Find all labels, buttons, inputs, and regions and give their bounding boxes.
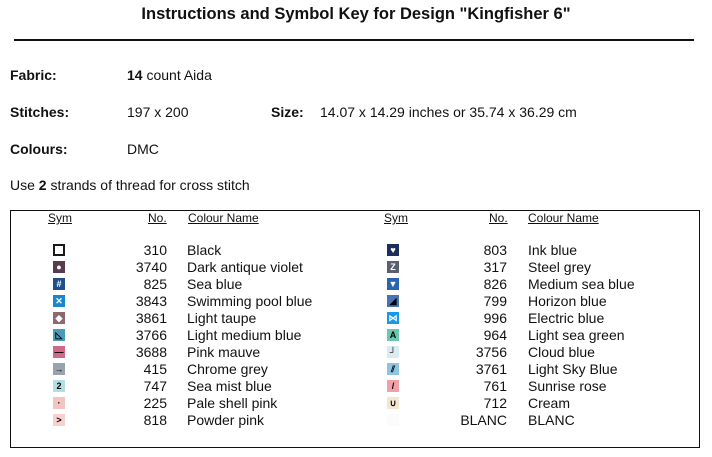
symbol-key-table — [10, 210, 700, 448]
symbol-swatch-icon: Z — [387, 261, 399, 273]
header-sym: Sym — [384, 211, 408, 225]
symbol-swatch-icon: ▼ — [387, 278, 399, 290]
stitches-value: 197 x 200 — [127, 104, 189, 120]
fabric-value: 14 count Aida — [127, 67, 212, 83]
symbol-swatch-icon — [387, 414, 399, 426]
dmc-number: 317 — [483, 259, 507, 275]
colour-name: Sea mist blue — [187, 378, 272, 394]
dmc-number: 964 — [483, 327, 507, 343]
colour-name: Steel grey — [528, 259, 592, 275]
symbol-swatch-icon: A — [387, 329, 399, 341]
dmc-number: 818 — [143, 412, 167, 428]
colour-name: BLANC — [528, 412, 575, 428]
symbol-swatch-icon — [53, 244, 65, 256]
header-no: No. — [148, 211, 167, 225]
dmc-number: 3861 — [135, 310, 167, 326]
symbol-swatch-icon: — — [53, 346, 65, 358]
fabric-count: 14 — [127, 67, 143, 83]
colour-name: Chrome grey — [187, 361, 268, 377]
dmc-number: 3756 — [475, 344, 507, 360]
colour-name: Sea blue — [187, 276, 243, 292]
strands-count: 2 — [38, 177, 47, 193]
dmc-number: 3688 — [135, 344, 167, 360]
dmc-number: 825 — [143, 276, 167, 292]
colour-name: Electric blue — [528, 310, 605, 326]
fabric-type: count Aida — [142, 67, 212, 83]
colour-name: Powder pink — [187, 412, 265, 428]
colour-name: Pale shell pink — [187, 395, 278, 411]
colour-name: Cloud blue — [528, 344, 595, 360]
header-sym: Sym — [48, 211, 72, 225]
symbol-swatch-icon: ♥ — [387, 244, 399, 256]
dmc-number: 712 — [483, 395, 507, 411]
dmc-number: 225 — [143, 395, 167, 411]
symbol-swatch-icon: ┘ — [387, 346, 399, 358]
dmc-number: 761 — [483, 378, 507, 394]
symbol-swatch-icon: ⋈ — [387, 312, 399, 324]
header-no: No. — [489, 211, 508, 225]
title-divider — [14, 39, 694, 41]
dmc-number: 747 — [143, 378, 167, 394]
colours-label: Colours: — [10, 141, 68, 157]
colour-name: Medium sea blue — [528, 276, 635, 292]
size-value: 14.07 x 14.29 inches or 35.74 x 36.29 cm — [320, 104, 577, 120]
strands-pre: Use — [10, 177, 39, 193]
dmc-number: 3740 — [135, 259, 167, 275]
dmc-number: 803 — [483, 242, 507, 258]
stitches-label: Stitches: — [10, 104, 70, 120]
symbol-swatch-icon: ✕ — [53, 295, 65, 307]
symbol-swatch-icon: ◆ — [53, 312, 65, 324]
colours-value: DMC — [127, 141, 159, 157]
colour-name: Black — [187, 242, 222, 258]
dmc-number: 3843 — [135, 293, 167, 309]
dmc-number: 3761 — [475, 361, 507, 377]
dmc-number: 799 — [483, 293, 507, 309]
symbol-swatch-icon: ⫽ — [387, 363, 399, 375]
colour-name: Sunrise rose — [528, 378, 607, 394]
colour-name: Ink blue — [528, 242, 578, 258]
symbol-swatch-icon: # — [53, 278, 65, 290]
symbol-swatch-icon: · — [53, 397, 65, 409]
dmc-number: 310 — [143, 242, 167, 258]
page-title: Instructions and Symbol Key for Design "… — [141, 5, 571, 23]
size-label: Size: — [271, 104, 304, 120]
symbol-swatch-icon: ◢ — [387, 295, 399, 307]
colour-name: Cream — [528, 395, 571, 411]
colour-name: Light medium blue — [187, 327, 302, 343]
colour-name: Dark antique violet — [187, 259, 303, 275]
symbol-swatch-icon: ∪ — [387, 397, 399, 409]
symbol-swatch-icon: > — [53, 414, 65, 426]
dmc-number: 996 — [483, 310, 507, 326]
colour-name: Light taupe — [187, 310, 257, 326]
symbol-swatch-icon: → — [53, 363, 65, 375]
dmc-number: 3766 — [135, 327, 167, 343]
dmc-number: 826 — [483, 276, 507, 292]
fabric-label: Fabric: — [10, 67, 57, 83]
symbol-swatch-icon: / — [387, 380, 399, 392]
header-colour-name: Colour Name — [188, 211, 259, 225]
colour-name: Light sea green — [528, 327, 625, 343]
colour-name: Horizon blue — [528, 293, 607, 309]
dmc-number: 415 — [143, 361, 167, 377]
colour-name: Light Sky Blue — [528, 361, 618, 377]
dmc-number: BLANC — [460, 412, 507, 428]
colour-name: Swimming pool blue — [187, 293, 313, 309]
symbol-swatch-icon: ◺ — [53, 329, 65, 341]
strands-instruction: Use 2 strands of thread for cross stitch — [10, 177, 250, 193]
symbol-swatch-icon: 2 — [53, 380, 65, 392]
symbol-swatch-icon: ● — [53, 261, 65, 273]
colour-name: Pink mauve — [187, 344, 261, 360]
strands-post: strands of thread for cross stitch — [46, 177, 250, 193]
header-colour-name: Colour Name — [528, 211, 599, 225]
